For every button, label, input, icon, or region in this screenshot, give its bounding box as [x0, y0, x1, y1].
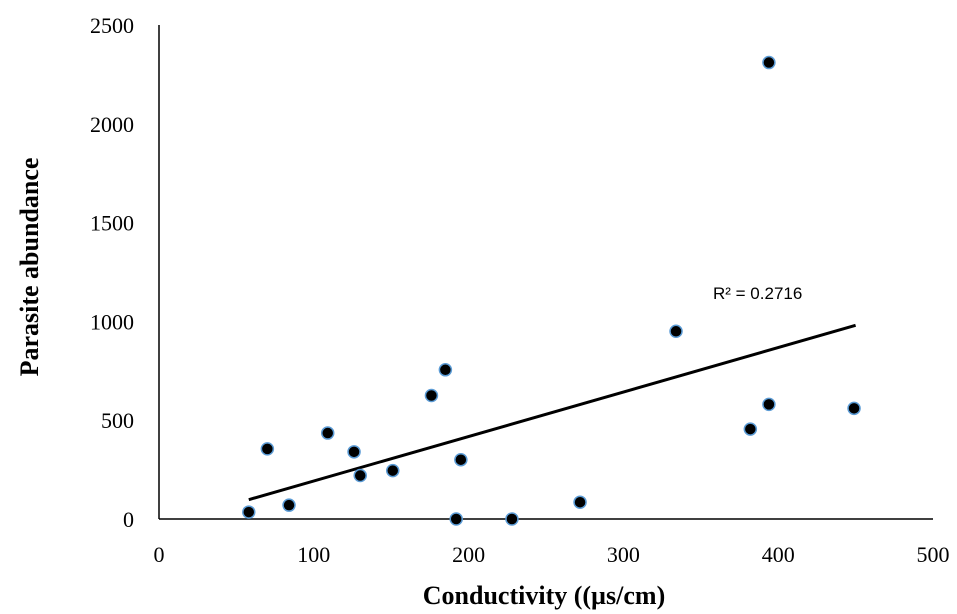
data-point: [438, 363, 453, 377]
y-tick-label: 0: [123, 507, 134, 532]
data-point: [762, 397, 776, 412]
y-axis-title: Parasite abundance: [15, 158, 44, 377]
data-point: [242, 505, 256, 519]
data-points: [242, 55, 861, 526]
data-point: [424, 388, 439, 403]
x-tick-labels: 0 100 200 300 400 500: [154, 542, 950, 567]
data-point: [449, 512, 463, 526]
data-point: [762, 55, 776, 70]
data-point: [847, 401, 861, 416]
data-point: [505, 512, 519, 526]
data-point: [260, 442, 275, 456]
data-point: [347, 445, 361, 459]
x-tick-label: 0: [154, 542, 165, 567]
r-squared-label: R² = 0.2716: [713, 284, 802, 303]
y-tick-label: 500: [101, 408, 134, 433]
y-tick-label: 1000: [90, 309, 134, 334]
y-tick-label: 1500: [90, 211, 134, 236]
y-tick-labels: 0 500 1000 1500 2000 2500: [90, 13, 134, 532]
data-point: [454, 452, 468, 467]
data-point: [282, 498, 296, 512]
y-tick-label: 2500: [90, 13, 134, 38]
data-point: [669, 324, 683, 339]
x-tick-label: 500: [917, 542, 950, 567]
x-tick-label: 200: [452, 542, 485, 567]
data-point: [743, 422, 758, 436]
data-point: [353, 468, 367, 483]
data-point: [320, 426, 335, 440]
data-point: [573, 495, 587, 509]
x-tick-label: 400: [762, 542, 795, 567]
x-tick-label: 300: [607, 542, 640, 567]
y-tick-label: 2000: [90, 112, 134, 137]
x-tick-label: 100: [297, 542, 330, 567]
trendline: [248, 323, 857, 502]
x-axis-title: Conductivity ((µs/cm): [423, 581, 665, 610]
data-point: [385, 463, 400, 478]
